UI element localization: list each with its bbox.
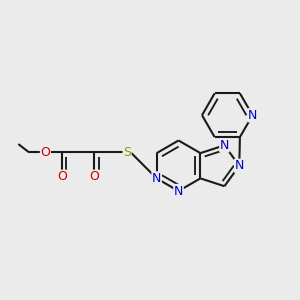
Text: N: N: [152, 172, 161, 185]
Text: S: S: [123, 146, 131, 159]
Text: O: O: [57, 170, 67, 183]
Text: O: O: [40, 146, 50, 159]
Text: N: N: [174, 184, 183, 197]
Text: N: N: [248, 109, 257, 122]
Text: N: N: [220, 139, 229, 152]
Text: N: N: [235, 159, 244, 172]
Text: O: O: [89, 170, 99, 183]
